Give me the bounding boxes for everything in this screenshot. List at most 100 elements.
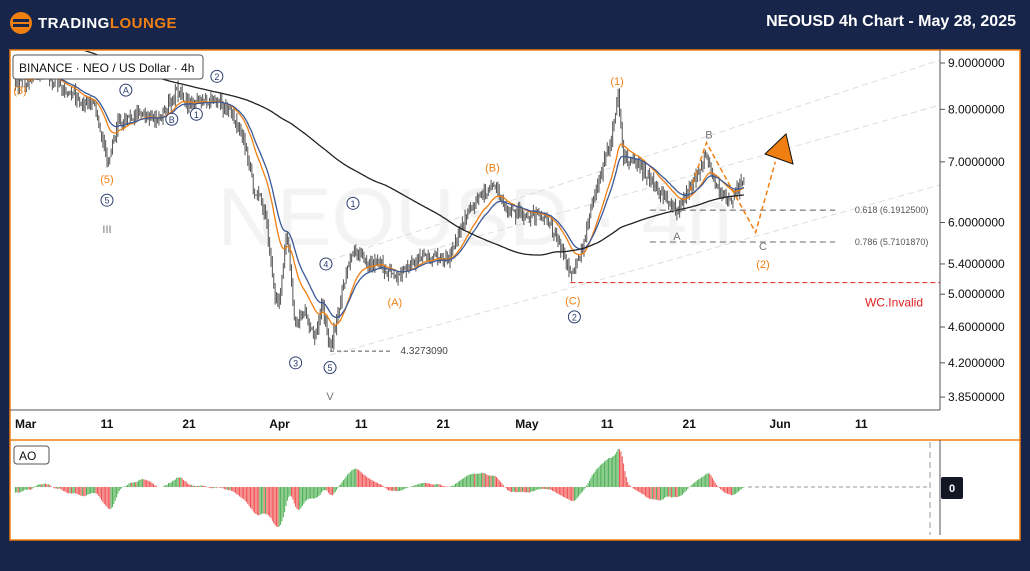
ao-bar xyxy=(389,487,391,491)
ao-bar xyxy=(95,487,97,494)
ao-bar xyxy=(483,472,485,487)
ao-bar xyxy=(676,487,678,498)
wave-label: (B) xyxy=(485,163,500,175)
ao-zero-label: 0 xyxy=(949,483,955,495)
ao-bar xyxy=(21,487,23,492)
ao-bar xyxy=(150,481,152,487)
ao-bar xyxy=(345,476,347,487)
ao-bar xyxy=(664,487,666,498)
ao-bar xyxy=(86,487,87,496)
ao-bar xyxy=(88,487,90,495)
ao-bar xyxy=(251,487,253,510)
ao-bar xyxy=(470,474,472,487)
ao-bar xyxy=(644,487,646,497)
ao-bar xyxy=(144,479,146,487)
ao-bar xyxy=(721,487,723,491)
ao-bar xyxy=(106,487,108,508)
ao-bar xyxy=(84,487,86,497)
ao-bar xyxy=(643,487,645,496)
y-tick-label: 5.0000000 xyxy=(948,287,1005,301)
ao-bar xyxy=(620,451,622,487)
ao-bar xyxy=(69,487,71,494)
ao-bar xyxy=(575,487,577,500)
wave-label: (A) xyxy=(387,297,402,309)
ao-bar xyxy=(222,487,224,489)
ao-bar xyxy=(215,487,217,488)
ao-bar xyxy=(561,487,563,497)
ao-bar xyxy=(289,487,291,496)
ao-bar xyxy=(356,469,358,487)
ao-bar xyxy=(549,487,551,490)
ao-bar xyxy=(534,487,536,491)
ao-bar xyxy=(595,469,597,487)
ao-bar xyxy=(301,487,303,506)
ma-mid-line xyxy=(15,72,745,318)
x-tick-label: 21 xyxy=(182,417,196,431)
ao-bar xyxy=(679,487,681,497)
ao-bar xyxy=(146,480,148,487)
ao-bar xyxy=(193,485,195,487)
ao-bar xyxy=(72,487,74,494)
ao-bar xyxy=(515,487,517,493)
ao-bar xyxy=(717,486,719,487)
ao-legend[interactable]: AO xyxy=(13,445,50,465)
ao-bar xyxy=(742,487,743,489)
ao-bar xyxy=(129,482,131,487)
ao-bar xyxy=(188,484,190,487)
wave-label-circle xyxy=(119,83,133,97)
ao-bar xyxy=(318,487,320,497)
ao-bar xyxy=(58,487,60,489)
ao-bar xyxy=(16,487,18,493)
wave-label: B xyxy=(169,115,175,125)
wave-label-circle xyxy=(567,310,581,324)
wave-label: C xyxy=(759,241,767,253)
ao-bar xyxy=(491,475,493,487)
ao-bar xyxy=(273,487,275,524)
wave-label: 3 xyxy=(293,358,298,368)
ao-bar xyxy=(521,487,523,492)
ao-bar xyxy=(508,487,510,491)
ao-bar xyxy=(221,487,223,488)
ao-bar xyxy=(170,482,172,487)
ao-bar xyxy=(475,473,477,487)
ao-bar xyxy=(232,487,234,492)
ao-bar xyxy=(453,485,455,487)
ao-bar xyxy=(40,484,42,487)
wave-label: (3) xyxy=(13,85,26,97)
ao-bar xyxy=(226,487,228,490)
ao-bar xyxy=(480,472,482,487)
ao-bar xyxy=(237,487,239,495)
ao-bar xyxy=(582,487,584,492)
ao-bar xyxy=(578,487,579,497)
ao-bar xyxy=(616,451,618,487)
ao-bar xyxy=(698,479,700,487)
ao-bar xyxy=(327,487,329,493)
ao-bar xyxy=(240,487,242,498)
ao-bar xyxy=(96,487,98,495)
ao-bar xyxy=(117,487,119,494)
ao-bar xyxy=(280,487,282,525)
fib-level-label: 0.786 (5.7101870) xyxy=(855,237,929,247)
ao-bar xyxy=(603,461,605,487)
ao-bar xyxy=(259,487,261,515)
ao-bar xyxy=(109,487,111,510)
ao-bar xyxy=(547,487,549,490)
ao-bar xyxy=(344,478,346,487)
ao-bar xyxy=(152,483,154,487)
ao-bar xyxy=(38,484,40,487)
ao-bar xyxy=(364,475,366,487)
ao-bar xyxy=(202,485,204,487)
ao-bar xyxy=(459,480,461,487)
ao-bar xyxy=(256,487,258,515)
ao-bar xyxy=(94,487,96,494)
ao-bar xyxy=(437,484,439,487)
symbol-legend[interactable]: BINANCE · NEO / US Dollar · 4h xyxy=(12,54,204,80)
ao-bar xyxy=(517,487,519,493)
projection-path xyxy=(689,140,777,235)
ao-bar xyxy=(407,487,409,488)
ao-bar xyxy=(236,487,238,495)
ao-bar xyxy=(662,487,664,500)
ao-bar xyxy=(209,487,210,488)
ao-bar xyxy=(393,487,395,491)
